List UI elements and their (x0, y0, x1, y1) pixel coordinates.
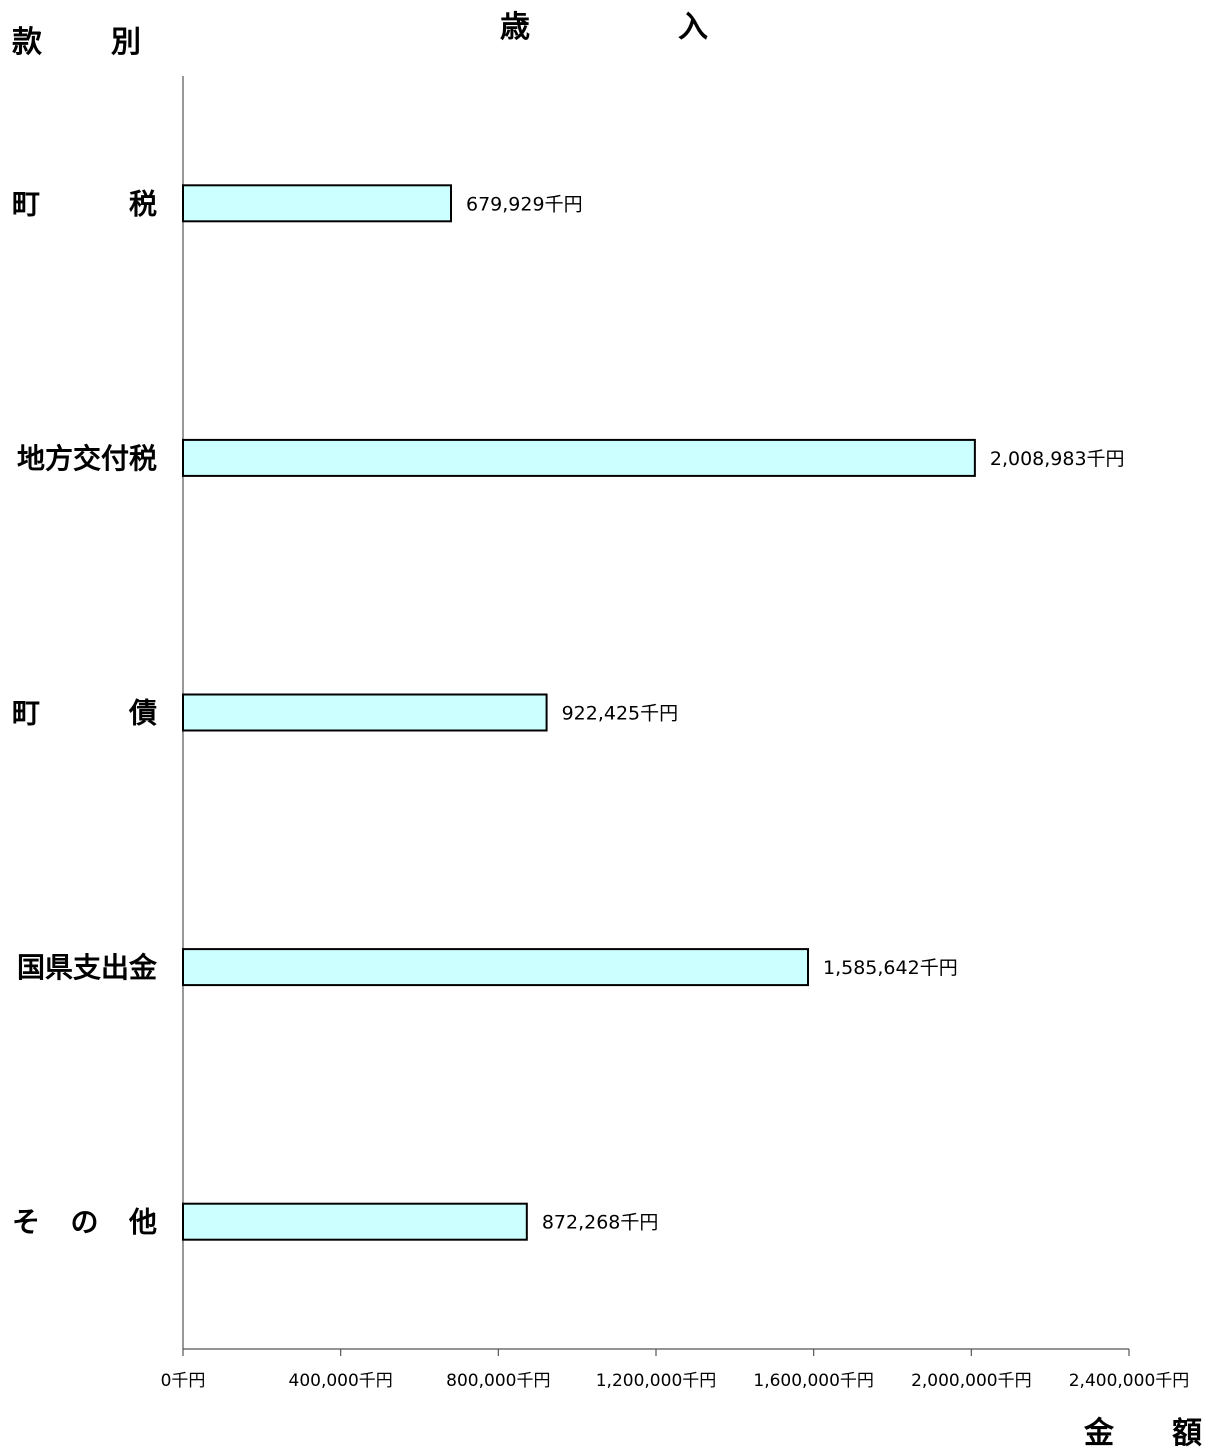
x-axis-title-char: 額 (1172, 1416, 1202, 1451)
category-label-char: 税 (129, 187, 157, 220)
category-label: 町債 (12, 697, 157, 730)
bar (182, 1202, 528, 1241)
x-tick-label: 1,200,000千円 (596, 1371, 717, 1391)
x-tick-label: 2,000,000千円 (911, 1371, 1032, 1391)
category-label-text: 国県支出金 (17, 951, 158, 984)
category-label-char: 町 (12, 187, 40, 220)
data-label: 922,425千円 (562, 703, 679, 725)
y-axis-title-char: 款 (12, 25, 43, 60)
chart-title-char: 入 (678, 10, 708, 45)
chart-title: 歳入 (500, 10, 708, 45)
category-label-text: 地方交付税 (17, 442, 157, 475)
data-label: 2,008,983千円 (990, 448, 1125, 470)
bar (182, 184, 453, 223)
x-tick-label: 800,000千円 (446, 1371, 550, 1391)
x-tick-label: 1,600,000千円 (753, 1371, 874, 1391)
category-label: その他 (12, 1206, 157, 1239)
category-label-char: そ (12, 1206, 40, 1239)
data-label: 679,929千円 (466, 193, 583, 215)
bar (182, 693, 548, 732)
bar (182, 948, 810, 987)
category-label: 地方交付税 (17, 442, 157, 475)
y-axis-title-char: 別 (111, 25, 141, 60)
category-label: 国県支出金 (17, 951, 158, 984)
x-axis-title-char: 金 (1083, 1416, 1115, 1451)
category-label-char: 他 (128, 1206, 157, 1239)
chart-title-char: 歳 (500, 10, 530, 45)
y-axis-title: 款別 (12, 25, 141, 60)
category-label-char: 町 (12, 697, 40, 730)
x-tick-label: 0千円 (161, 1371, 206, 1391)
data-label: 1,585,642千円 (823, 957, 958, 979)
x-tick-label: 2,400,000千円 (1069, 1371, 1190, 1391)
category-label-char: 債 (128, 697, 157, 730)
category-label: 町税 (12, 187, 157, 220)
x-tick-label: 400,000千円 (289, 1371, 393, 1391)
category-label-char: の (70, 1206, 98, 1239)
x-axis-title: 金額 (1083, 1416, 1202, 1451)
data-label: 872,268千円 (542, 1212, 659, 1234)
bar (182, 438, 976, 477)
